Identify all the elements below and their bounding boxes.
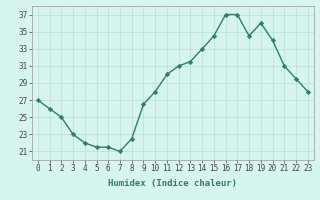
X-axis label: Humidex (Indice chaleur): Humidex (Indice chaleur) bbox=[108, 179, 237, 188]
